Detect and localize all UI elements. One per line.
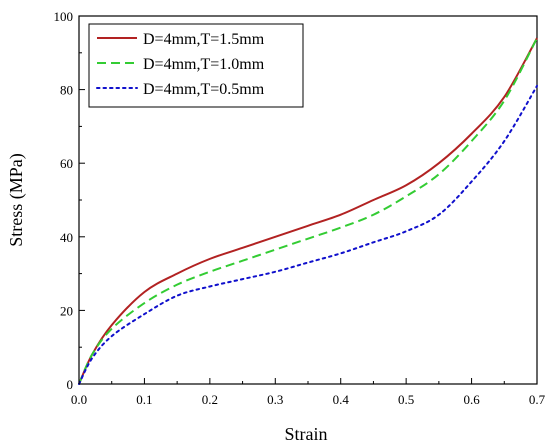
y-axis-title: Stress (MPa)	[6, 153, 27, 247]
legend-label-2: D=4mm,T=1.0mm	[143, 56, 265, 73]
x-tick-label: 0.2	[202, 392, 218, 407]
legend-label-3: D=4mm,T=0.5mm	[143, 81, 265, 98]
x-tick-label: 0.6	[463, 392, 480, 407]
y-tick-label: 60	[60, 156, 73, 171]
y-tick-label: 40	[60, 230, 73, 245]
y-tick-label: 20	[60, 303, 73, 318]
legend-label-1: D=4mm,T=1.5mm	[143, 31, 265, 48]
x-tick-label: 0.4	[333, 392, 350, 407]
y-tick-label: 0	[67, 377, 74, 392]
x-axis-title: Strain	[285, 424, 328, 444]
y-tick-label: 100	[54, 9, 74, 24]
x-tick-label: 0.1	[136, 392, 152, 407]
x-tick-label: 0.7	[529, 392, 546, 407]
x-tick-label: 0.5	[398, 392, 414, 407]
series-line-3	[78, 84, 538, 385]
series-line-1	[78, 37, 538, 385]
x-tick-label: 0.0	[71, 392, 87, 407]
ticks: 0.0 0.1 0.2 0.3 0.4 0.5 0.6 0.7 0 20 40 60 80 100	[54, 9, 546, 407]
x-tick-label: 0.3	[267, 392, 283, 407]
series-lines	[78, 37, 538, 385]
series-line-2	[78, 37, 538, 385]
legend: D=4mm,T=1.5mm D=4mm,T=1.0mm D=4mm,T=0.5mm	[88, 23, 304, 108]
y-tick-label: 80	[60, 83, 73, 98]
